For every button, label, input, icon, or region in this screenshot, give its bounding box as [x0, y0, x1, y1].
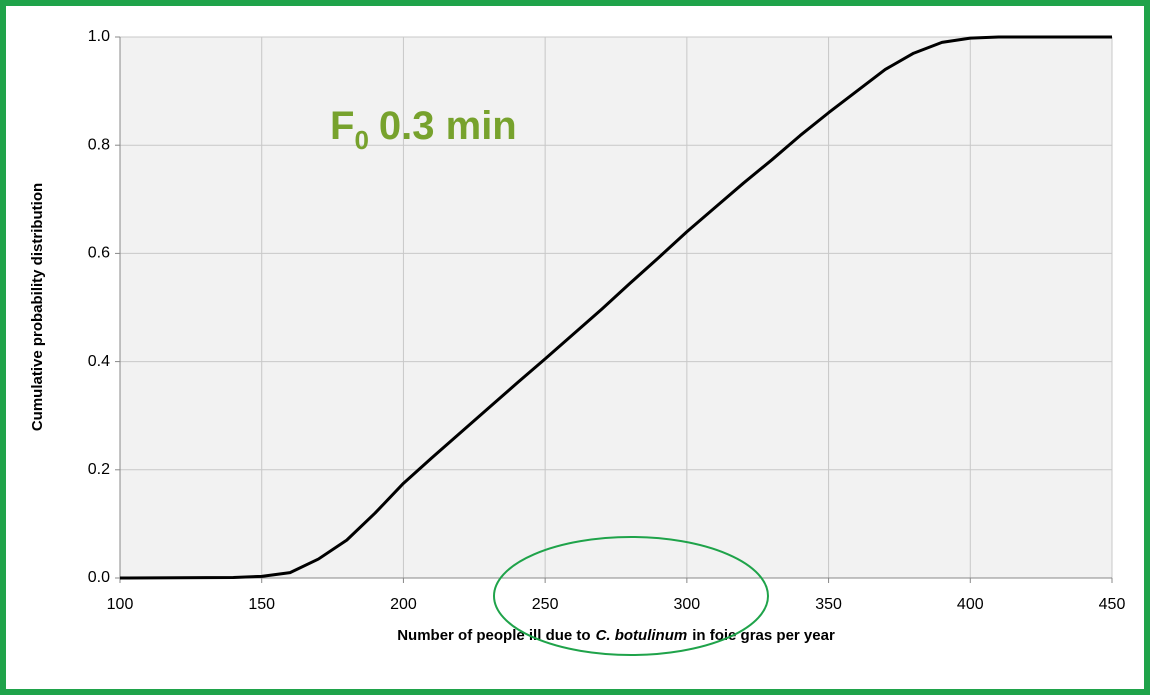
y-tick-label: 0.4: [88, 353, 110, 370]
x-tick-label: 250: [532, 596, 559, 613]
y-tick-label: 0.8: [88, 136, 110, 153]
x-tick-label: 300: [674, 596, 701, 613]
plot-area: [120, 37, 1112, 578]
y-tick-label: 0.0: [88, 569, 110, 586]
y-axis-label: Cumulative probability distribution: [29, 183, 46, 431]
highlight-ellipse: [493, 536, 769, 656]
x-tick-label: 450: [1099, 596, 1126, 613]
x-axis-label: Number of people ill due to C. botulinum i…: [397, 627, 835, 644]
x-tick-label: 150: [248, 596, 275, 613]
line-series: [119, 35, 1112, 580]
annotation: F0 0.3 min: [330, 104, 517, 155]
x-tick-label: 200: [390, 596, 417, 613]
y-tick-label: 0.6: [88, 245, 110, 262]
x-tick-label: 400: [957, 596, 984, 613]
x-tick-label: 100: [107, 596, 134, 613]
y-tick-label: 1.0: [88, 28, 110, 45]
y-tick-label: 0.2: [88, 461, 110, 478]
x-tick-label: 350: [815, 596, 842, 613]
